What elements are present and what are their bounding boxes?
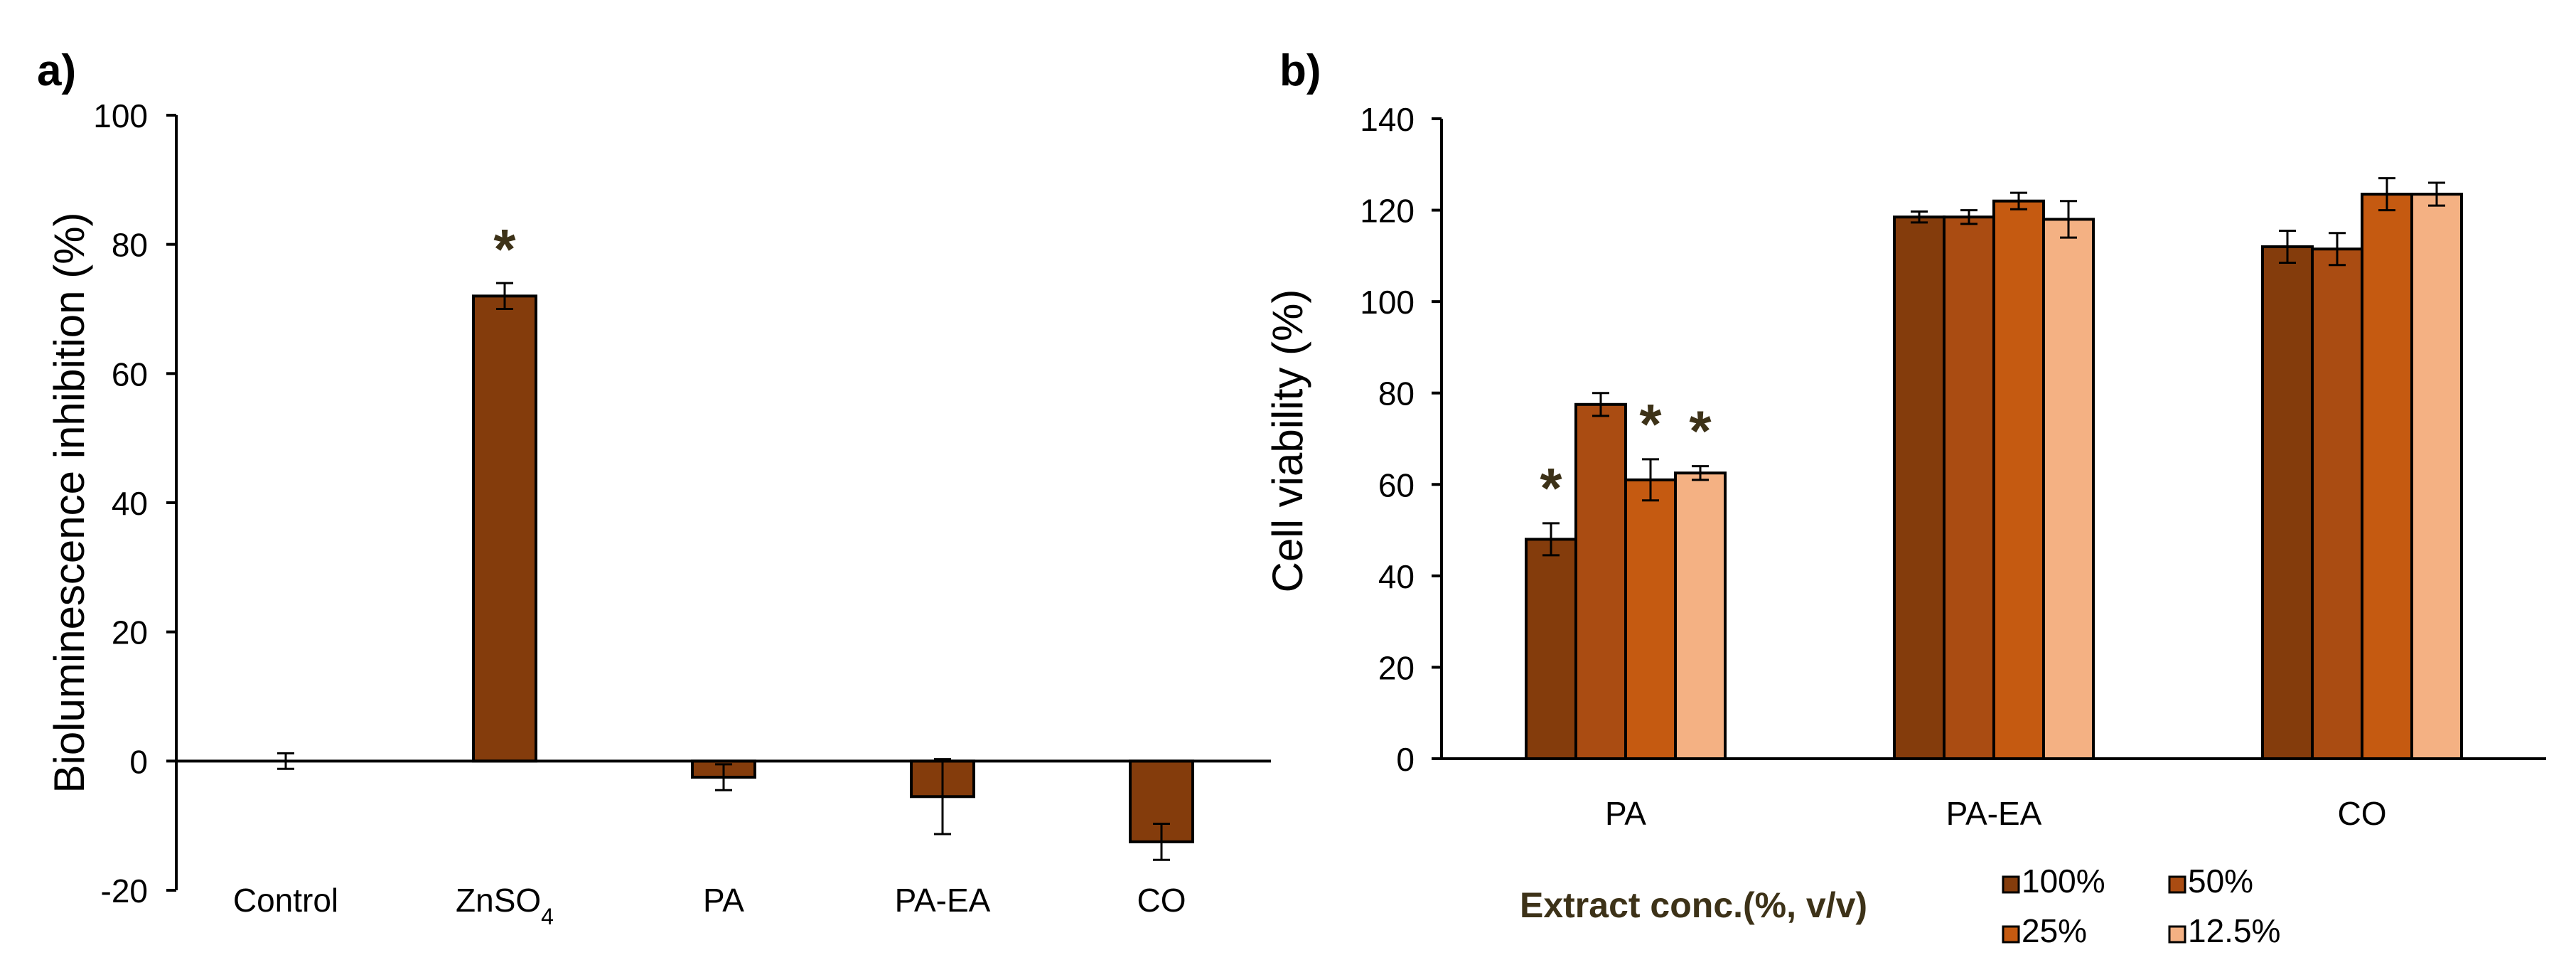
panel-a-significance-ZnSO4: * bbox=[493, 218, 516, 281]
panel-b-y-tick-label: 80 bbox=[1378, 375, 1415, 412]
panel-b-x-tick-label-PA: PA bbox=[1605, 795, 1646, 832]
panel-b-bar-CO-100% bbox=[2261, 245, 2314, 760]
panel-b-x-tick-label-CO: CO bbox=[2338, 795, 2387, 832]
panel-a-y-axis-label: Bioluminescence inhibition (%) bbox=[45, 212, 93, 793]
panel-a-y-tick-label: 60 bbox=[112, 356, 148, 393]
panel-b-chart: b) Cell viability (%) 0 20 40 60 80 100 120 140… bbox=[1264, 46, 2546, 949]
panel-a-y-tick-label: 20 bbox=[112, 614, 148, 651]
panel-b-y-tick-label: 60 bbox=[1378, 466, 1415, 503]
panel-b-x-tick-label-PA-EA: PA-EA bbox=[1946, 795, 2042, 832]
panel-b-label: b) bbox=[1279, 46, 1321, 95]
panel-b-bar-PA-12.5% bbox=[1674, 471, 1727, 760]
panel-a-y-tick-label: 80 bbox=[112, 227, 148, 264]
panel-b-bar-PA-50% bbox=[1574, 402, 1627, 760]
panel-b-plot-area: 0 20 40 60 80 100 120 140 * * * PA PA-EA CO bbox=[1360, 101, 2546, 832]
panel-a-x-tick-label-PA-EA: PA-EA bbox=[895, 882, 991, 919]
panel-b-y-tick-label: 20 bbox=[1378, 649, 1415, 686]
legend-swatch-100% bbox=[2002, 875, 2020, 894]
legend-label-25%: 25% bbox=[2022, 912, 2087, 949]
panel-b-significance-PA-25%: * bbox=[1639, 393, 1662, 456]
panel-b-y-tick-label: 100 bbox=[1360, 284, 1415, 321]
panel-a-x-tick-label-PA: PA bbox=[703, 882, 744, 919]
panel-a-label: a) bbox=[37, 46, 76, 95]
panel-b-bar-PA-EA-100% bbox=[1893, 215, 1946, 760]
panel-b-bar-PA-EA-25% bbox=[1992, 199, 2045, 760]
panel-b-y-tick-label: 0 bbox=[1396, 741, 1415, 778]
panel-a-y-tick-label: 0 bbox=[129, 743, 148, 780]
panel-b-y-tick-label: 120 bbox=[1360, 193, 1415, 230]
panel-b-significance-PA-12.5%: * bbox=[1689, 400, 1712, 463]
panel-b-bar-CO-12.5% bbox=[2410, 193, 2463, 761]
panel-b-bar-PA-EA-12.5% bbox=[2042, 218, 2095, 760]
panel-b-bar-PA-25% bbox=[1624, 478, 1677, 760]
legend-swatch-25% bbox=[2002, 925, 2020, 944]
panel-a-y-tick-label: -20 bbox=[101, 872, 148, 909]
panel-a-y-tick-label: 100 bbox=[93, 97, 148, 134]
panel-a-chart: a) Bioluminescence inhibition (%) -20 0 20… bbox=[37, 46, 1271, 929]
legend-label-12.5%: 12.5% bbox=[2188, 912, 2280, 949]
panel-a-y-tick-label: 40 bbox=[112, 485, 148, 522]
panel-b-y-tick-label: 140 bbox=[1360, 101, 1415, 138]
panel-b-bar-PA-EA-50% bbox=[1943, 215, 1995, 760]
panel-b-y-tick-label: 40 bbox=[1378, 558, 1415, 595]
panel-b-legend: Extract conc.(%, v/v) 100% 50% 25% 12.5% bbox=[1520, 863, 2280, 949]
panel-a-bar-ZnSO4 bbox=[472, 294, 537, 763]
legend-swatch-12.5% bbox=[2168, 925, 2186, 944]
panel-b-bar-CO-50% bbox=[2311, 247, 2363, 760]
panel-b-bar-CO-25% bbox=[2361, 193, 2413, 761]
panel-b-significance-PA-100%: * bbox=[1540, 457, 1562, 520]
legend-title: Extract conc.(%, v/v) bbox=[1520, 885, 1867, 925]
panel-a-x-tick-label-Control: Control bbox=[233, 882, 338, 919]
panel-a-x-tick-label-CO: CO bbox=[1137, 882, 1186, 919]
panel-b-y-axis-label: Cell viability (%) bbox=[1264, 289, 1311, 593]
legend-label-50%: 50% bbox=[2188, 863, 2253, 899]
panel-b-bar-PA-100% bbox=[1525, 538, 1577, 761]
legend-swatch-50% bbox=[2168, 875, 2186, 894]
legend-label-100%: 100% bbox=[2022, 863, 2105, 899]
